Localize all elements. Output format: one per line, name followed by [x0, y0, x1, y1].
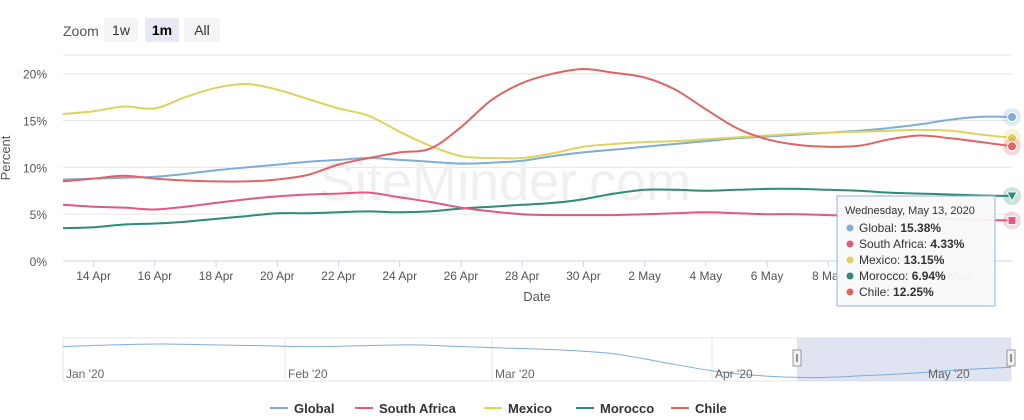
- x-tick-label: 24 Apr: [382, 269, 417, 283]
- navigator-selection[interactable]: [797, 338, 1011, 381]
- tooltip-dot: [846, 288, 854, 296]
- end-marker-chile: [1007, 141, 1017, 152]
- legend-item-south-africa[interactable]: South Africa: [355, 401, 457, 416]
- end-marker-south-africa: [1007, 215, 1017, 225]
- legend-label: Morocco: [600, 401, 654, 416]
- legend-label: Chile: [695, 401, 727, 416]
- legend-item-chile[interactable]: Chile: [671, 401, 727, 416]
- legend-item-mexico[interactable]: Mexico: [484, 401, 552, 416]
- tooltip-dot: [846, 240, 854, 248]
- legend-item-global[interactable]: Global: [270, 401, 334, 416]
- series-line-mexico: [62, 82, 1013, 160]
- zoom-1w-button[interactable]: 1w: [104, 18, 138, 42]
- x-tick-label: 6 May: [751, 269, 784, 283]
- zoom-label: Zoom: [63, 23, 99, 39]
- zoom-control: Zoom 1w 1m All: [63, 18, 220, 42]
- y-tick-label: 20%: [23, 68, 47, 82]
- x-tick-label: 26 Apr: [444, 269, 479, 283]
- y-tick-label: 0%: [30, 255, 48, 269]
- legend-label: Mexico: [508, 401, 552, 416]
- legend-label: South Africa: [379, 401, 457, 416]
- x-tick-label: 30 Apr: [566, 269, 601, 283]
- navigator-tick-label: Apr '20: [715, 367, 753, 381]
- zoom-1m-button[interactable]: 1m: [145, 18, 179, 42]
- navigator-tick-label: Jan '20: [66, 367, 105, 381]
- zoom-all-label: All: [194, 22, 210, 38]
- legend: Global South Africa Mexico Morocco Chile: [270, 401, 727, 416]
- y-tick-label: 15%: [23, 115, 47, 129]
- end-markers: [1003, 107, 1021, 230]
- tooltip-row-text: Mexico: 13.15%: [859, 253, 945, 267]
- zoom-1m-bg: [145, 18, 179, 42]
- zoom-1w-bg: [104, 18, 138, 42]
- x-tick-label: 14 Apr: [76, 269, 111, 283]
- tooltip-dot: [846, 256, 854, 264]
- y-tick-label: 5%: [30, 208, 48, 222]
- x-axis: 14 Apr 16 Apr 18 Apr 20 Apr 22 Apr 24 Apr 26 A…: [76, 261, 970, 283]
- x-tick-label: 20 Apr: [260, 269, 295, 283]
- zoom-all-button[interactable]: All: [184, 18, 220, 42]
- watermark: SiteMinder.com: [319, 152, 691, 212]
- x-tick-label: 2 May: [628, 269, 661, 283]
- series-line-chile: [62, 67, 1013, 183]
- navigator-tick-label: Mar '20: [495, 367, 535, 381]
- x-tick-label: 18 Apr: [199, 269, 234, 283]
- navigator-tick-label: Feb '20: [288, 367, 328, 381]
- series-line-morocco: [62, 187, 1013, 230]
- zoom-all-bg: [184, 18, 220, 42]
- legend-label: Global: [294, 401, 334, 416]
- tooltip-box: [836, 195, 996, 307]
- navigator-tick-label: May '20: [928, 367, 970, 381]
- tooltip-row-text: Chile: 12.25%: [859, 285, 934, 299]
- tooltip-row-text: Global: 15.38%: [859, 221, 941, 235]
- tooltip-row-text: Morocco: 6.94%: [859, 269, 946, 283]
- y-axis-title: Percent: [0, 135, 13, 180]
- navigator-line: [62, 343, 1012, 379]
- x-tick-label: 16 Apr: [137, 269, 172, 283]
- x-axis-title: Date: [523, 289, 550, 304]
- tooltip: Wednesday, May 13, 2020 Global: 15.38% So…: [836, 195, 996, 307]
- x-tick-label: 22 Apr: [321, 269, 356, 283]
- y-tick-label: 10%: [23, 161, 47, 175]
- x-tick-label: 28 Apr: [505, 269, 540, 283]
- zoom-1w-label: 1w: [112, 22, 131, 38]
- navigator-left-handle[interactable]: [792, 349, 802, 367]
- x-tick-label: 4 May: [690, 269, 723, 283]
- navigator[interactable]: Jan '20 Feb '20 Mar '20 Apr '20 May '20: [62, 337, 1016, 382]
- end-marker-global: [1007, 111, 1017, 122]
- tooltip-dot: [846, 224, 854, 232]
- tooltip-rows: Global: 15.38% South Africa: 4.33% Mexico:…: [846, 221, 965, 299]
- navigator-ticks: Jan '20 Feb '20 Mar '20 Apr '20 May '20: [66, 367, 970, 381]
- zoom-1m-label: 1m: [152, 22, 172, 38]
- x-tick-label: 8 May: [812, 269, 845, 283]
- tooltip-row-text: South Africa: 4.33%: [859, 237, 965, 251]
- navigator-right-handle[interactable]: [1006, 349, 1016, 367]
- end-marker-morocco: [1006, 191, 1018, 203]
- tooltip-dot: [846, 272, 854, 280]
- tooltip-date: Wednesday, May 13, 2020: [845, 205, 975, 217]
- y-axis: 0% 5% 10% 15% 20%: [23, 68, 47, 269]
- legend-item-morocco[interactable]: Morocco: [576, 401, 654, 416]
